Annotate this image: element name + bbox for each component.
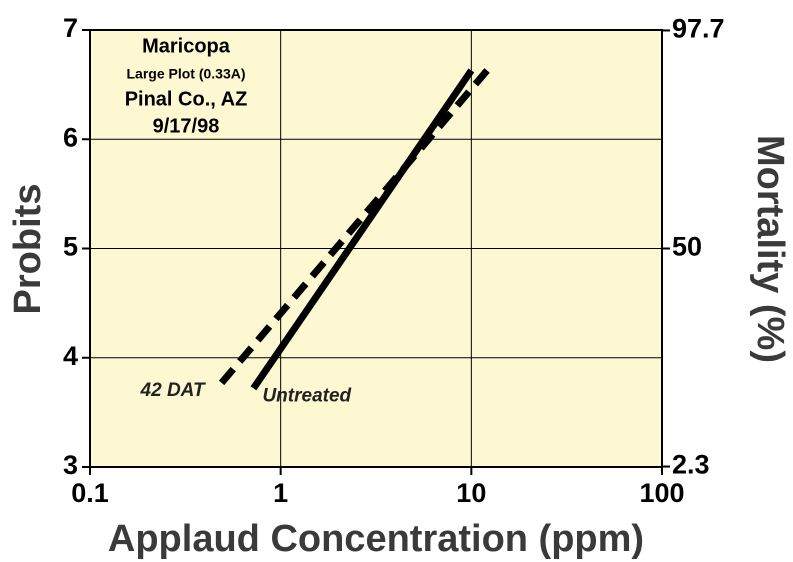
y2-tick-label: 97.7 — [672, 14, 725, 44]
y2-tick-label: 2.3 — [672, 450, 710, 480]
series-label: 42 DAT — [140, 380, 206, 401]
y2-axis-label: Mortality (%) — [749, 135, 791, 363]
y-tick-label: 6 — [63, 122, 78, 152]
annotation: Large Plot (0.33A) — [126, 66, 245, 82]
series-line — [218, 68, 490, 386]
y-axis-label: Probits — [7, 184, 49, 315]
y2-tick-label: 50 — [672, 232, 702, 262]
y-tick-label: 7 — [63, 13, 78, 43]
y-tick-label: 4 — [63, 341, 78, 371]
x-axis-label: Applaud Concentration (ppm) — [108, 518, 644, 560]
x-tick-label: 10 — [456, 478, 486, 508]
y-tick-label: 3 — [63, 450, 78, 480]
y-tick-label: 5 — [63, 232, 78, 262]
series-line — [250, 68, 475, 391]
annotation: Maricopa — [142, 35, 231, 57]
annotation: Pinal Co., AZ — [125, 88, 248, 110]
x-tick-label: 0.1 — [71, 478, 109, 508]
annotation: 9/17/98 — [153, 115, 220, 137]
plot-frame — [89, 29, 663, 468]
x-tick-label: 1 — [273, 478, 288, 508]
series-label: Untreated — [262, 385, 351, 406]
x-tick-label: 100 — [639, 478, 684, 508]
